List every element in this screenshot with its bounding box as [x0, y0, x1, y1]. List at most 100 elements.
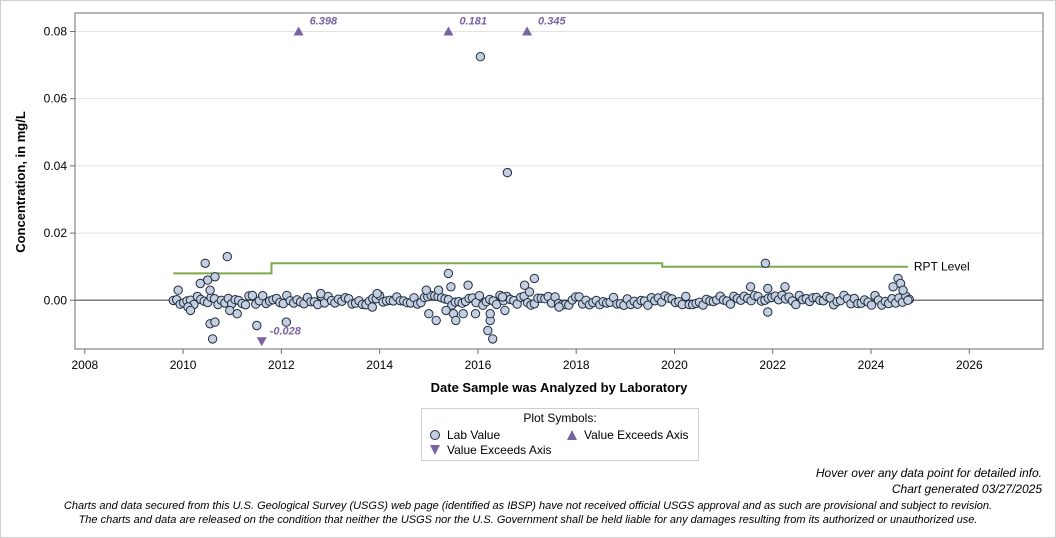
legend-title: Plot Symbols: [523, 411, 597, 425]
y-axis-ticks: 0.00 0.02 0.04 0.06 0.08 [44, 24, 75, 307]
lab-value-point[interactable] [433, 285, 444, 295]
exceeds-axis-up-marker[interactable] [443, 26, 454, 36]
concentration-chart: 0.00 0.02 0.04 0.06 0.08 2008 2010 2012 2014 201… [13, 12, 1044, 395]
lab-value-point[interactable] [475, 52, 486, 62]
plot-symbols-legend: Plot Symbols: Lab Value Value Exceeds Ax… [421, 408, 699, 461]
rpt-level-line [173, 262, 908, 275]
exceeds-axis-down-marker[interactable] [256, 337, 267, 347]
lab-value-point[interactable] [497, 292, 508, 302]
lab-value-point[interactable] [780, 282, 790, 292]
lab-value-point[interactable] [760, 258, 771, 268]
legend-lab-value: Lab Value [429, 428, 500, 442]
lab-value-point[interactable] [252, 320, 262, 331]
x-axis-ticks: 2008 2010 2012 2014 2016 2018 2020 2022 2024 2026 [71, 349, 983, 372]
x-tick-label: 2018 [563, 358, 590, 372]
x-tick-label: 2008 [71, 358, 98, 372]
exceeds-axis-value-label: 6.398 [310, 15, 338, 27]
chart-generated-note: Chart generated 03/27/2025 [891, 482, 1042, 496]
plot-area [74, 12, 1044, 350]
lab-value-point[interactable] [898, 285, 908, 295]
lab-value-point[interactable] [458, 309, 468, 319]
lab-value-point[interactable] [463, 280, 473, 290]
lab-value-point[interactable] [240, 300, 251, 310]
lab-value-point[interactable] [681, 291, 691, 302]
y-tick-label: 0.08 [44, 24, 68, 38]
lab-value-point[interactable] [421, 285, 431, 295]
lab-value-point[interactable] [205, 285, 215, 295]
exceeds-axis-up-marker[interactable] [522, 26, 533, 36]
lab-value-point[interactable] [367, 302, 377, 312]
legend-lab-value-label: Lab Value [447, 428, 501, 442]
lab-value-point[interactable] [222, 251, 233, 262]
exceeds-axis-markers[interactable]: 6.398 0.181 0.345 -0.028 [256, 15, 567, 347]
y-tick-label: 0.02 [44, 226, 68, 240]
lab-value-point[interactable] [485, 309, 495, 319]
x-tick-label: 2024 [858, 358, 885, 372]
x-tick-label: 2016 [465, 358, 492, 372]
lab-value-point[interactable] [554, 302, 564, 312]
y-tick-label: 0.06 [44, 92, 68, 106]
lab-value-point[interactable] [281, 317, 291, 327]
lab-value-point[interactable] [185, 305, 196, 316]
lab-value-point[interactable] [745, 282, 756, 292]
lab-value-point[interactable] [195, 278, 206, 289]
lab-value-point[interactable] [451, 315, 461, 326]
lab-value-point[interactable] [247, 290, 258, 301]
legend-exceeds-up: Value Exceeds Axis [566, 428, 689, 442]
lab-value-point[interactable] [483, 325, 493, 336]
x-axis-label: Date Sample was Analyzed by Laboratory [431, 380, 688, 395]
exceeds-axis-value-label: 0.181 [459, 15, 487, 27]
rpt-level-label: RPT Level [914, 260, 970, 274]
disclaimer-line-1: Charts and data secured from this U.S. G… [63, 500, 993, 512]
lab-value-point[interactable] [431, 315, 441, 326]
lab-value-point[interactable] [232, 309, 242, 319]
disclaimer-line-2: The charts and data are released on the … [78, 514, 978, 526]
lab-value-point[interactable] [173, 285, 183, 295]
lab-value-point[interactable] [519, 280, 530, 290]
lab-value-point[interactable] [763, 283, 773, 294]
lab-value-point[interactable] [866, 300, 877, 310]
lab-value-point[interactable] [488, 334, 498, 344]
lab-value-point[interactable] [888, 282, 898, 292]
lab-value-point[interactable] [474, 291, 485, 301]
y-axis-label: Concentration, in mg/L [13, 111, 28, 253]
lab-value-point[interactable] [210, 317, 220, 327]
lab-value-point[interactable] [372, 288, 382, 299]
x-tick-label: 2012 [268, 358, 295, 372]
lab-value-point[interactable] [470, 309, 481, 319]
lab-value-point[interactable] [443, 268, 454, 279]
lab-value-point[interactable] [207, 334, 218, 344]
lab-value-point[interactable] [500, 305, 510, 316]
legend-exceeds-up-label: Value Exceeds Axis [584, 428, 689, 442]
legend-exceeds-down: Value Exceeds Axis [429, 443, 552, 457]
lab-value-point[interactable] [316, 288, 326, 299]
exceeds-axis-up-marker[interactable] [293, 26, 304, 36]
lab-value-point[interactable] [424, 309, 434, 319]
triangle-down-icon [430, 445, 440, 455]
x-tick-label: 2026 [956, 358, 983, 372]
lab-value-point[interactable] [725, 299, 736, 309]
lab-value-point[interactable] [446, 282, 456, 292]
lab-value-point[interactable] [529, 273, 540, 284]
lab-value-point[interactable] [903, 295, 913, 305]
exceeds-axis-value-label: 0.345 [538, 15, 566, 27]
lab-value-point[interactable] [763, 307, 773, 317]
lab-value-symbol-icon [430, 430, 440, 440]
lab-value-point[interactable] [502, 167, 513, 178]
lab-value-point[interactable] [643, 300, 653, 310]
grid-lines [75, 30, 1043, 301]
x-tick-label: 2020 [661, 358, 688, 372]
x-tick-label: 2022 [759, 358, 786, 372]
lab-value-points[interactable] [168, 52, 914, 344]
lab-value-point[interactable] [524, 287, 535, 297]
lab-value-point[interactable] [791, 299, 801, 310]
triangle-up-icon [567, 430, 577, 440]
lab-value-point[interactable] [258, 291, 268, 301]
legend-exceeds-down-label: Value Exceeds Axis [447, 443, 552, 457]
x-tick-label: 2014 [366, 358, 393, 372]
lab-value-point[interactable] [200, 258, 210, 268]
y-tick-label: 0.04 [44, 159, 68, 173]
hover-note: Hover over any data point for detailed i… [815, 466, 1042, 480]
y-tick-label: 0.00 [44, 293, 68, 307]
lab-value-point[interactable] [210, 272, 220, 282]
